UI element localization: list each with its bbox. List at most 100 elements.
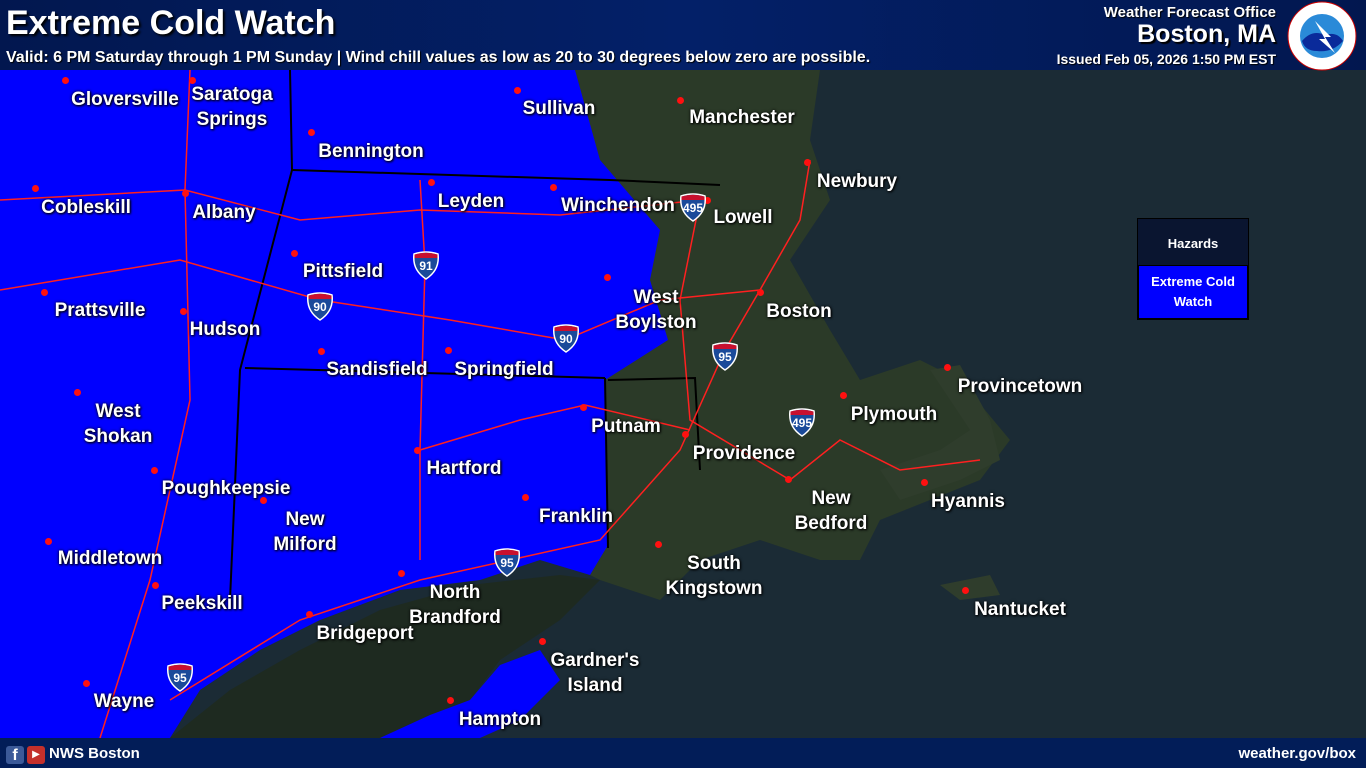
city-label: Prattsville — [54, 300, 146, 321]
city-marker — [151, 467, 158, 474]
city-marker — [704, 197, 711, 204]
interstate-shield-icon: 90 — [551, 323, 581, 353]
city-label: Albany — [192, 202, 256, 223]
city-label: Provincetown — [957, 376, 1083, 397]
interstate-number: 90 — [559, 332, 573, 346]
valid-time-text: Valid: 6 PM Saturday through 1 PM Sunday… — [6, 49, 871, 66]
city-label: Pittsfield — [302, 261, 384, 282]
city-label: Sullivan — [522, 98, 596, 119]
interstate-shield-icon: 495 — [678, 192, 708, 222]
city-marker — [604, 274, 611, 281]
city-label: Peekskill — [161, 593, 243, 614]
interstate-shield-icon: 91 — [411, 250, 441, 280]
interstate-number: 90 — [313, 300, 327, 314]
city-label: Franklin — [539, 506, 613, 527]
city-marker — [306, 611, 313, 618]
city-label: Newbury — [816, 171, 898, 192]
city-marker — [182, 190, 189, 197]
city-label: Winchendon — [561, 195, 675, 216]
city-label: Hyannis — [931, 491, 1005, 512]
city-label: Poughkeepsie — [161, 478, 291, 499]
legend-item-extreme-cold-watch: Extreme Cold Watch — [1138, 265, 1248, 319]
city-marker — [318, 348, 325, 355]
city-label: Cobleskill — [41, 197, 131, 218]
interstate-number: 95 — [718, 350, 732, 364]
interstate-shield-icon: 95 — [165, 662, 195, 692]
city-marker — [32, 185, 39, 192]
city-marker — [414, 447, 421, 454]
city-label: Lowell — [713, 207, 773, 228]
website-link[interactable]: weather.gov/box — [1238, 745, 1356, 762]
page-title: Extreme Cold Watch — [6, 4, 336, 42]
state-boundaries — [229, 69, 721, 601]
city-label: Bridgeport — [316, 623, 414, 644]
footer: f ▶ NWS Boston weather.gov/box — [0, 738, 1366, 768]
facebook-icon[interactable]: f — [6, 746, 24, 764]
interstate-shield-icon: 90 — [305, 291, 335, 321]
city-marker — [550, 184, 557, 191]
city-marker — [74, 389, 81, 396]
city-marker — [62, 77, 69, 84]
long-island — [170, 575, 600, 738]
social-account[interactable]: NWS Boston — [49, 745, 140, 762]
interstate-number: 95 — [173, 671, 187, 685]
city-marker — [445, 347, 452, 354]
city-marker — [580, 404, 587, 411]
city-marker — [757, 289, 764, 296]
city-marker — [677, 97, 684, 104]
city-label: Springfield — [454, 359, 554, 380]
interstate-number: 495 — [682, 201, 704, 215]
city-label: Gardner's Island — [550, 650, 640, 696]
city-label: Hampton — [458, 709, 542, 730]
youtube-icon[interactable]: ▶ — [27, 746, 45, 764]
city-label: Boston — [766, 301, 832, 322]
city-marker — [539, 638, 546, 645]
city-marker — [260, 497, 267, 504]
city-label: New Bedford — [794, 488, 868, 534]
city-label: Leyden — [437, 191, 505, 212]
city-marker — [655, 541, 662, 548]
city-marker — [291, 250, 298, 257]
city-label: Manchester — [689, 107, 795, 128]
city-marker — [522, 494, 529, 501]
city-marker — [41, 289, 48, 296]
city-marker — [514, 87, 521, 94]
city-marker — [180, 308, 187, 315]
city-marker — [83, 680, 90, 687]
city-marker — [840, 392, 847, 399]
city-marker — [189, 77, 196, 84]
city-label: West Shokan — [83, 401, 153, 447]
city-marker — [447, 697, 454, 704]
issued-time: Issued Feb 05, 2026 1:50 PM EST — [1056, 51, 1276, 67]
office-name: Boston, MA — [1137, 20, 1276, 48]
city-marker — [308, 129, 315, 136]
interstate-shield-icon: 95 — [710, 341, 740, 371]
city-marker — [428, 179, 435, 186]
city-label: South Kingstown — [665, 553, 763, 599]
city-label: Putnam — [591, 416, 661, 437]
header: Extreme Cold Watch Valid: 6 PM Saturday … — [0, 0, 1366, 71]
city-label: Hudson — [189, 319, 261, 340]
city-marker — [804, 159, 811, 166]
city-marker — [45, 538, 52, 545]
city-label: Bennington — [318, 141, 424, 162]
city-label: Nantucket — [974, 599, 1066, 620]
interstate-number: 495 — [791, 416, 813, 430]
interstate-shield-icon: 95 — [492, 547, 522, 577]
city-label: Middletown — [57, 548, 163, 569]
city-marker — [921, 479, 928, 486]
city-marker — [152, 582, 159, 589]
city-marker — [785, 476, 792, 483]
watch-long-island-east — [380, 650, 560, 738]
city-label: New Milford — [273, 509, 337, 555]
legend-title: Hazards — [1167, 236, 1219, 251]
city-marker — [944, 364, 951, 371]
city-label: Providence — [692, 443, 796, 464]
cape-cod — [880, 365, 1000, 600]
city-label: Hartford — [426, 458, 502, 479]
office-label: Weather Forecast Office — [1103, 4, 1276, 21]
interstate-number: 91 — [419, 259, 433, 273]
city-label: West Boylston — [615, 287, 697, 333]
city-marker — [682, 431, 689, 438]
city-label: Plymouth — [850, 404, 938, 425]
